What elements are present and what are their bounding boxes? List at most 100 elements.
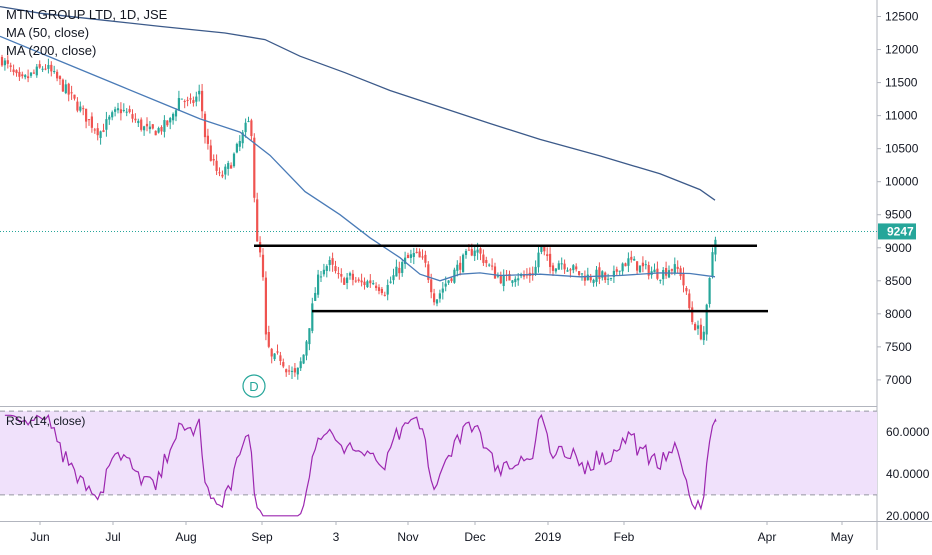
candle-body xyxy=(682,273,685,286)
candle-body xyxy=(50,64,53,72)
candle-body xyxy=(444,283,447,287)
candle-body xyxy=(346,277,349,283)
price-tick-label: 7000 xyxy=(885,373,912,387)
candle-body xyxy=(607,278,610,280)
candle-body xyxy=(47,64,50,69)
candle-body xyxy=(238,141,241,147)
candle-body xyxy=(151,124,154,129)
candle-body xyxy=(279,355,282,362)
candle-body xyxy=(676,266,679,269)
candle-body xyxy=(415,251,418,253)
candle-body xyxy=(82,108,85,110)
candle-body xyxy=(293,368,296,373)
candle-body xyxy=(299,361,302,369)
candle-body xyxy=(259,241,262,253)
candle-body xyxy=(386,284,389,295)
candle-body xyxy=(482,254,485,263)
candle-body xyxy=(99,131,102,138)
candle-body xyxy=(656,268,659,279)
candle-body xyxy=(111,112,114,118)
candle-body xyxy=(285,369,288,373)
candle-body xyxy=(180,98,183,100)
candle-body xyxy=(557,263,560,270)
time-tick-label: 3 xyxy=(333,530,340,544)
candle-body xyxy=(508,274,511,281)
candle-body xyxy=(119,109,122,114)
candle-body xyxy=(383,294,386,296)
candle-body xyxy=(148,126,151,130)
candle-body xyxy=(369,280,372,284)
candle-body xyxy=(441,288,444,293)
candle-body xyxy=(131,114,134,119)
candle-body xyxy=(56,71,59,79)
candle-body xyxy=(473,250,476,257)
candle-body xyxy=(496,275,499,277)
price-tick-label: 12500 xyxy=(885,10,919,24)
candle-body xyxy=(122,109,125,111)
last-price-label: 9247 xyxy=(887,224,914,238)
price-tick-label: 10000 xyxy=(885,175,919,189)
candle-body xyxy=(583,275,586,281)
candle-body xyxy=(412,252,415,257)
candle-body xyxy=(447,280,450,283)
candle-body xyxy=(261,254,265,278)
candle-body xyxy=(29,72,33,76)
candle-body xyxy=(424,254,427,263)
candle-body xyxy=(688,293,691,309)
candle-body xyxy=(618,270,621,272)
time-tick-label: Feb xyxy=(614,530,635,544)
candle-body xyxy=(377,287,381,291)
candle-body xyxy=(363,281,366,286)
candle-body xyxy=(589,276,592,281)
candle-body xyxy=(334,266,337,272)
candle-body xyxy=(673,264,676,274)
rsi-tick-label: 60.0000 xyxy=(886,425,930,439)
candle-body xyxy=(612,270,615,277)
candle-body xyxy=(708,278,711,304)
candle-body xyxy=(667,270,671,278)
candle-body xyxy=(273,353,276,360)
candle-body xyxy=(502,275,505,287)
candle-body xyxy=(256,199,259,242)
candle-body xyxy=(679,268,682,277)
candle-body xyxy=(351,273,354,280)
candle-body xyxy=(624,263,627,267)
candle-body xyxy=(491,265,494,267)
candle-body xyxy=(232,153,236,167)
candle-body xyxy=(366,281,369,288)
candle-body xyxy=(203,113,207,138)
candle-body xyxy=(154,130,157,136)
candle-body xyxy=(609,277,613,279)
candle-body xyxy=(253,137,256,198)
price-tick-label: 10500 xyxy=(885,142,919,156)
candle-body xyxy=(241,132,244,144)
legend-title: MTN GROUP LTD, 1D, JSE xyxy=(6,7,168,22)
candle-body xyxy=(662,270,665,280)
candle-body xyxy=(337,273,340,275)
candle-body xyxy=(537,252,540,268)
candle-body xyxy=(409,254,412,258)
candle-body xyxy=(305,341,308,356)
candle-body xyxy=(615,269,618,272)
candle-body xyxy=(212,159,215,161)
candle-body xyxy=(670,269,673,271)
candle-body xyxy=(319,276,323,278)
rsi-line xyxy=(4,413,717,517)
candle-body xyxy=(476,249,479,253)
dividend-marker xyxy=(242,374,266,398)
candle-body xyxy=(488,264,491,266)
candle-body xyxy=(41,68,44,70)
rsi-legend: RSI (14, close) xyxy=(6,414,86,428)
candle-body xyxy=(9,65,12,67)
candle-body xyxy=(6,60,9,64)
candle-body xyxy=(192,100,195,104)
candle-body xyxy=(621,263,624,272)
candle-body xyxy=(380,288,383,294)
candle-body xyxy=(177,98,180,111)
candle-body xyxy=(93,129,96,131)
candle-body xyxy=(357,279,360,281)
candle-body xyxy=(714,239,717,255)
candle-body xyxy=(172,113,175,121)
